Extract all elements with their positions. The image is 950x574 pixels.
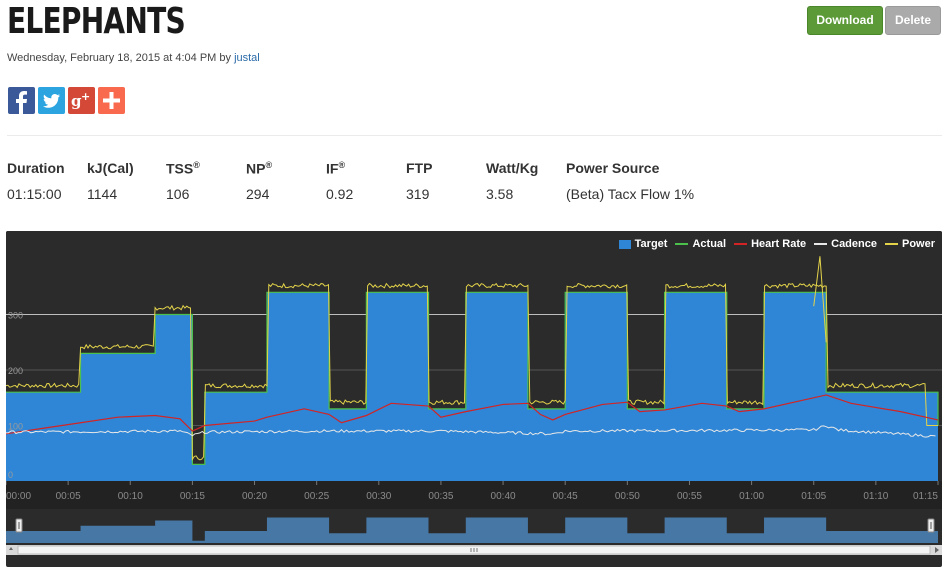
legend-cadence[interactable]: Cadence (814, 238, 877, 250)
chart-legend: Target Actual Heart Rate Cadence Power (618, 238, 935, 250)
legend-label: Cadence (831, 238, 877, 250)
cadence-series (6, 425, 936, 438)
legend-swatch (618, 239, 631, 249)
x-tick-label: 00:40 (491, 491, 516, 502)
legend-swatch (814, 243, 828, 245)
y-tick-label: 100 (8, 422, 23, 432)
power-series (6, 282, 938, 462)
svg-text:+: + (81, 90, 90, 103)
x-tick-label: 00:15 (180, 491, 205, 502)
heart-rate-series (6, 394, 939, 435)
stat-label: TSS® (166, 160, 200, 177)
power-spike (813, 256, 827, 343)
stat-label-text: FTP (406, 160, 433, 176)
x-tick-label: 01:10 (863, 491, 888, 502)
legend-swatch (675, 243, 689, 245)
stat-value: 3.58 (486, 186, 514, 202)
stat-label-text: kJ(Cal) (87, 160, 134, 176)
x-tick-label: 00:30 (366, 491, 391, 502)
stat-label: FTP (406, 160, 432, 176)
stat-label-text: IF (326, 160, 339, 177)
scroll-right-arrow[interactable] (935, 547, 939, 553)
x-tick-label: 00:45 (553, 491, 578, 502)
stat-label-text: NP (246, 160, 266, 177)
addthis-icon[interactable] (98, 87, 125, 114)
stat-value: (Beta) Tacx Flow 1% (566, 186, 695, 202)
registered-mark: ® (338, 160, 346, 170)
stat-value: 0.92 (326, 186, 354, 202)
stat-label: Watt/Kg (486, 160, 538, 176)
stat-label: Duration (7, 160, 65, 176)
registered-mark: ® (193, 160, 200, 170)
stat-value: 1144 (87, 186, 118, 202)
post-date: Wednesday, February 18, 2015 at 4:04 PM … (7, 52, 235, 64)
x-tick-label: 00:00 (6, 491, 31, 502)
legend-label: Heart Rate (751, 238, 807, 250)
x-tick-label: 01:00 (739, 491, 764, 502)
x-tick-label: 00:20 (242, 491, 267, 502)
divider (7, 135, 942, 136)
x-tick-label: 01:15 (913, 491, 938, 502)
stat-value: 319 (406, 186, 430, 202)
target-area (6, 292, 938, 481)
navigator-area (6, 517, 938, 543)
page-title: ELEPHANTS (7, 1, 186, 42)
svg-text:g: g (71, 92, 82, 110)
legend-swatch (884, 243, 898, 245)
y-tick-label: 200 (8, 366, 23, 376)
x-tick-label: 00:50 (615, 491, 640, 502)
legend-power[interactable]: Power (884, 238, 935, 250)
author-link[interactable]: justal (234, 52, 260, 64)
legend-label: Actual (692, 238, 727, 250)
stat-value: 294 (246, 186, 270, 202)
x-tick-label: 00:25 (304, 491, 329, 502)
stat-label: NP® (246, 160, 272, 177)
y-tick-label: 0 (8, 470, 13, 480)
time-axis-background (6, 481, 942, 509)
x-tick-label: 00:05 (56, 491, 81, 502)
legend-label: Target (634, 238, 668, 250)
legend-label: Power (901, 238, 935, 250)
stat-label: kJ(Cal) (87, 160, 134, 176)
stat-label-text: Watt/Kg (486, 160, 539, 176)
legend-actual[interactable]: Actual (675, 238, 726, 250)
google-plus-icon[interactable]: g + (68, 87, 95, 114)
download-button[interactable]: Download (807, 6, 883, 35)
post-meta: Wednesday, February 18, 2015 at 4:04 PM … (7, 52, 260, 64)
chart-svg[interactable]: 0 100 200 300 00:00 00:05 00:10 00:15 00:20 00:25… (6, 231, 942, 567)
stat-value: 106 (166, 186, 190, 202)
facebook-icon[interactable] (8, 87, 35, 114)
legend-target[interactable]: Target (618, 238, 668, 250)
twitter-icon[interactable] (38, 87, 65, 114)
actual-series (6, 291, 939, 465)
legend-swatch (734, 243, 748, 245)
workout-chart[interactable]: 0 100 200 300 00:00 00:05 00:10 00:15 00:20 00:25… (6, 231, 942, 567)
scroll-left-arrow[interactable] (9, 547, 13, 553)
y-tick-label: 300 (8, 311, 23, 321)
registered-mark: ® (265, 160, 273, 170)
delete-button[interactable]: Delete (885, 6, 941, 35)
stat-label-text: Power Source (566, 160, 660, 176)
stat-label: Power Source (566, 160, 659, 176)
legend-heart-rate[interactable]: Heart Rate (734, 238, 806, 250)
x-tick-label: 00:55 (677, 491, 702, 502)
x-tick-label: 00:10 (118, 491, 143, 502)
stat-label: IF® (326, 160, 345, 177)
x-tick-label: 01:05 (801, 491, 826, 502)
stat-value: 01:15:00 (7, 186, 62, 202)
x-tick-label: 00:35 (428, 491, 453, 502)
stat-label-text: Duration (7, 160, 65, 176)
stat-label-text: TSS (166, 160, 194, 177)
